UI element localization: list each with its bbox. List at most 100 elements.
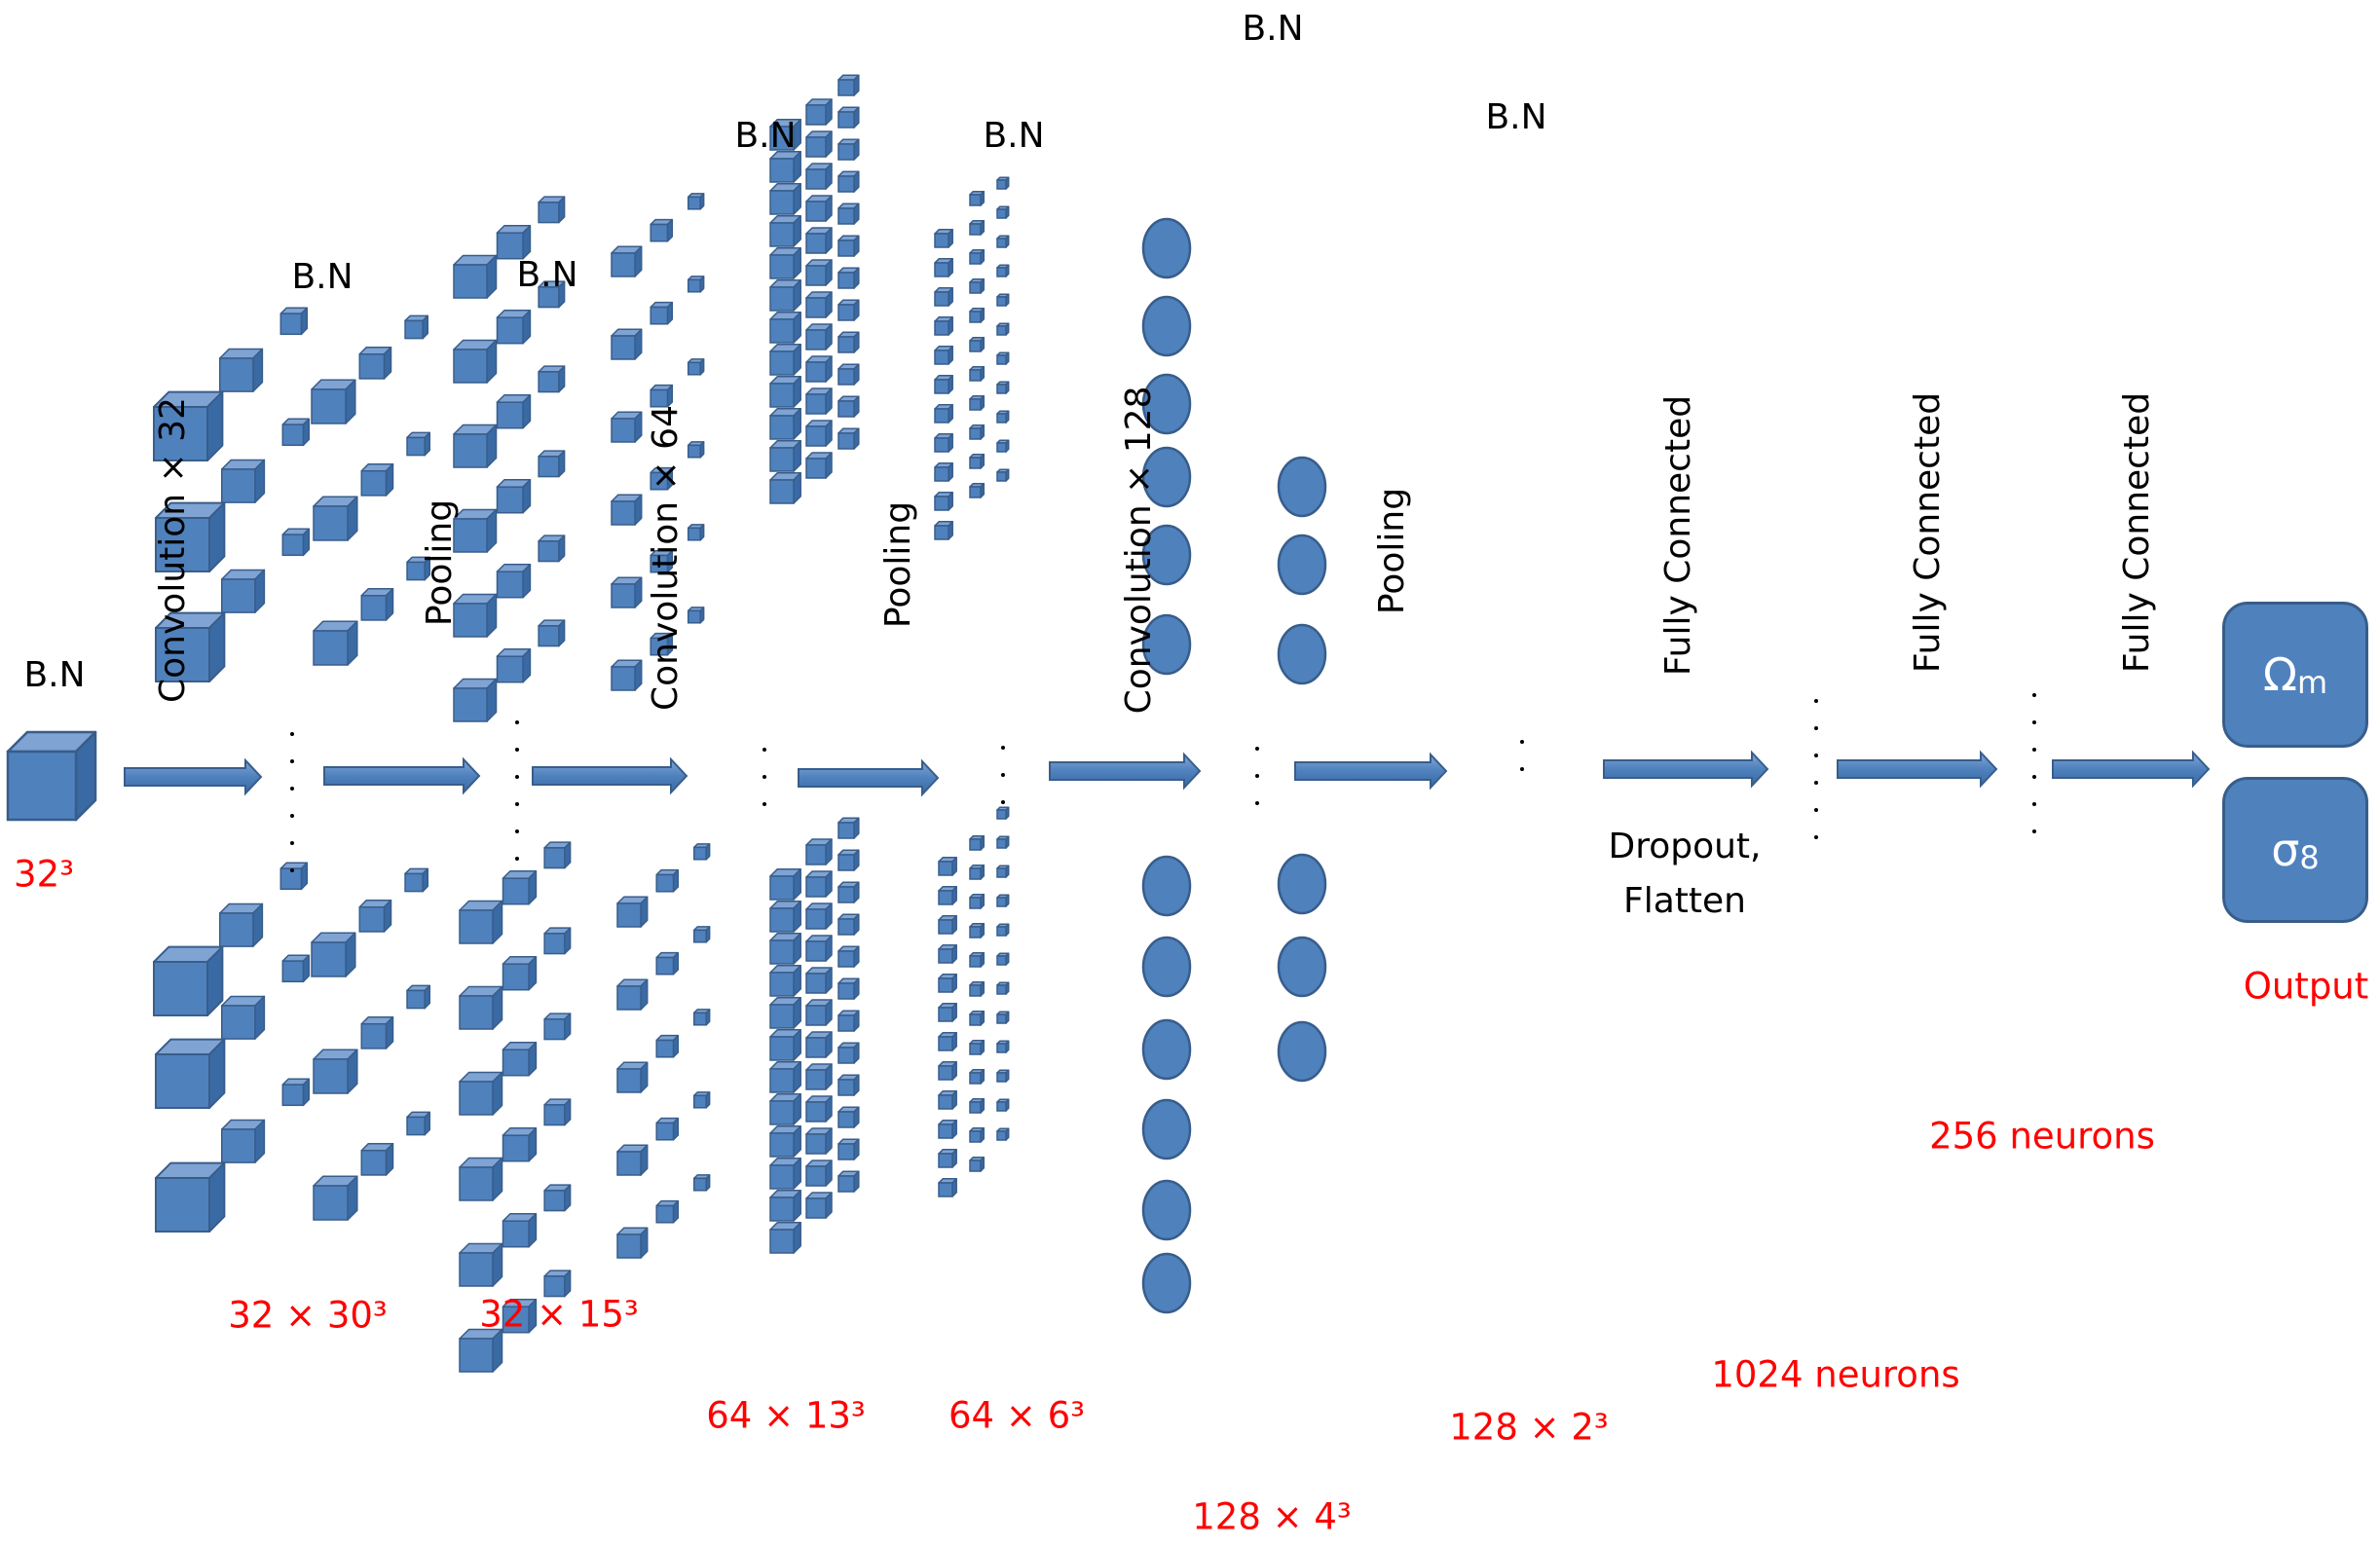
cube-front	[805, 844, 827, 865]
cube-front	[934, 320, 949, 336]
cube	[538, 365, 566, 393]
cube	[358, 899, 392, 933]
cube-front	[687, 278, 701, 293]
cube-front	[769, 383, 795, 408]
cube-side	[302, 954, 311, 983]
cube	[805, 902, 833, 930]
op-label-fc3: Fully Connected	[2117, 391, 2157, 674]
neuron-256	[1277, 456, 1327, 518]
cube-front	[805, 1069, 827, 1090]
cube-front	[155, 1053, 210, 1109]
cube-front	[406, 561, 426, 581]
cube	[996, 835, 1010, 849]
cube	[969, 248, 985, 265]
cube-front	[358, 906, 386, 933]
cube-front	[769, 350, 795, 376]
cube-front	[934, 262, 949, 277]
cube-front	[969, 457, 982, 469]
cube	[837, 427, 860, 450]
cube-front	[459, 1338, 494, 1373]
neuron-256	[1277, 534, 1327, 596]
cube-front	[313, 630, 349, 666]
ellipsis-dot	[762, 748, 766, 752]
cube-front	[934, 233, 949, 248]
cube	[837, 363, 860, 386]
cube	[769, 312, 801, 344]
cube	[837, 1170, 860, 1193]
cube	[459, 1157, 503, 1201]
cube	[655, 868, 680, 893]
size-label-fc1024: 1024 neurons	[1711, 1353, 1960, 1396]
cube	[687, 441, 705, 459]
cube	[155, 611, 226, 682]
cube	[502, 956, 538, 991]
cube-front	[769, 318, 795, 344]
cube-front	[837, 368, 855, 386]
cube-front	[805, 876, 827, 898]
cube-front	[805, 1165, 827, 1187]
cube	[805, 870, 833, 898]
cube	[805, 1127, 833, 1155]
cube	[996, 952, 1010, 966]
cube	[837, 913, 860, 936]
cube-front	[538, 540, 560, 563]
cube-front	[692, 846, 707, 861]
flow-arrow	[532, 756, 688, 795]
cube-side	[422, 314, 429, 340]
cube-front	[969, 252, 982, 265]
cube-front	[969, 1160, 982, 1172]
bn-label-conv3: B.N	[1242, 9, 1304, 49]
cube	[769, 408, 801, 440]
cube	[459, 1328, 503, 1373]
cube	[996, 176, 1010, 190]
cube-front	[938, 919, 953, 935]
cube-front	[837, 400, 855, 418]
ellipsis-dot	[290, 868, 294, 872]
op-label-pool2: Pooling	[878, 500, 918, 629]
cube-front	[969, 194, 982, 206]
cube	[969, 864, 985, 880]
cube	[611, 576, 643, 608]
ellipsis-dot	[2032, 775, 2036, 779]
cube	[538, 280, 566, 309]
cube-front	[404, 872, 424, 893]
cube-front	[969, 369, 982, 382]
cube	[769, 119, 801, 151]
cube	[279, 862, 309, 891]
cube-front	[279, 313, 303, 336]
cube-side	[564, 841, 572, 869]
cube-front	[692, 929, 707, 943]
cube-front	[311, 941, 347, 977]
sigma-symbol: σ	[2271, 824, 2300, 876]
cube	[279, 307, 309, 336]
cube	[837, 235, 860, 257]
cube-front	[611, 252, 636, 277]
cube-front	[404, 319, 424, 340]
cube	[996, 351, 1010, 365]
cube	[805, 420, 833, 447]
cube	[837, 817, 860, 839]
cube-front	[611, 583, 636, 608]
cube-front	[538, 625, 560, 647]
cube	[934, 229, 953, 248]
cube	[938, 1149, 957, 1168]
cube-side	[564, 1184, 572, 1212]
op-label-fc1: Fully Connected	[1658, 394, 1698, 677]
cube-front	[459, 909, 494, 944]
cube	[805, 1095, 833, 1123]
cube-front	[805, 329, 827, 350]
cube	[459, 985, 503, 1030]
cube-front	[837, 918, 855, 936]
cube	[805, 838, 833, 865]
cube-front	[496, 316, 524, 345]
cube-front	[805, 1005, 827, 1026]
neuron-1024	[1141, 373, 1192, 435]
cube-front	[221, 578, 256, 613]
cube-front	[650, 554, 669, 573]
cube-front	[543, 1190, 566, 1212]
cube-front	[769, 126, 795, 151]
cube	[155, 1038, 226, 1109]
cube	[650, 549, 674, 573]
cube-front	[805, 908, 827, 930]
cube-front	[453, 518, 488, 553]
